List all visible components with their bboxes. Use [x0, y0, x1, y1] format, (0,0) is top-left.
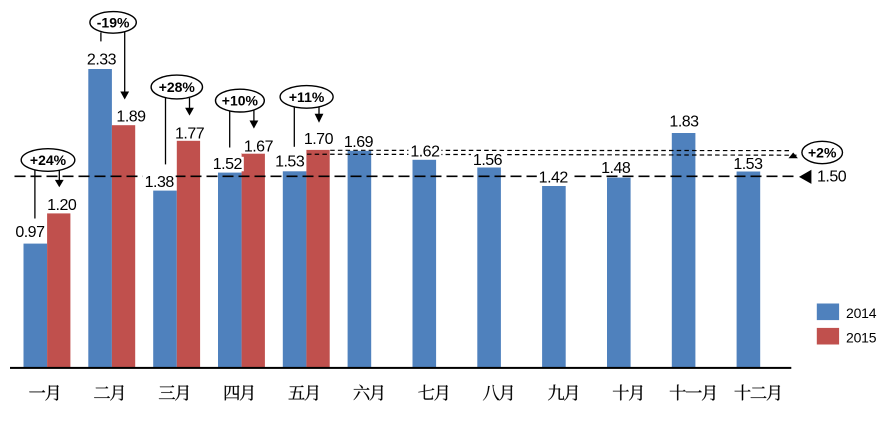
svg-text:+11%: +11%	[289, 89, 325, 105]
svg-text:1.20: 1.20	[47, 197, 77, 214]
svg-text:0.97: 0.97	[15, 224, 45, 241]
svg-text:1.53: 1.53	[275, 154, 305, 171]
svg-text:1.52: 1.52	[213, 156, 243, 173]
svg-text:1.56: 1.56	[473, 152, 503, 169]
svg-text:1.53: 1.53	[733, 156, 763, 173]
svg-text:+24%: +24%	[30, 152, 67, 168]
svg-text:2.33: 2.33	[87, 52, 117, 69]
svg-text:2015: 2015	[846, 329, 877, 345]
svg-text:1.70: 1.70	[304, 131, 334, 148]
svg-text:-19%: -19%	[97, 14, 130, 30]
svg-text:1.38: 1.38	[145, 174, 175, 191]
svg-text:1.83: 1.83	[669, 113, 699, 130]
svg-text:+28%: +28%	[159, 79, 196, 95]
svg-text:1.67: 1.67	[244, 139, 274, 156]
svg-text:1.42: 1.42	[539, 170, 569, 187]
svg-text:1.89: 1.89	[116, 109, 146, 126]
svg-text:1.48: 1.48	[601, 160, 631, 177]
svg-text:1.69: 1.69	[344, 134, 374, 151]
svg-text:2014: 2014	[846, 305, 877, 321]
svg-text:1.62: 1.62	[410, 143, 440, 160]
svg-text:1.77: 1.77	[175, 126, 205, 143]
svg-text:1.50: 1.50	[817, 168, 847, 185]
svg-text:+2%: +2%	[808, 145, 837, 161]
svg-text:+10%: +10%	[222, 93, 259, 109]
